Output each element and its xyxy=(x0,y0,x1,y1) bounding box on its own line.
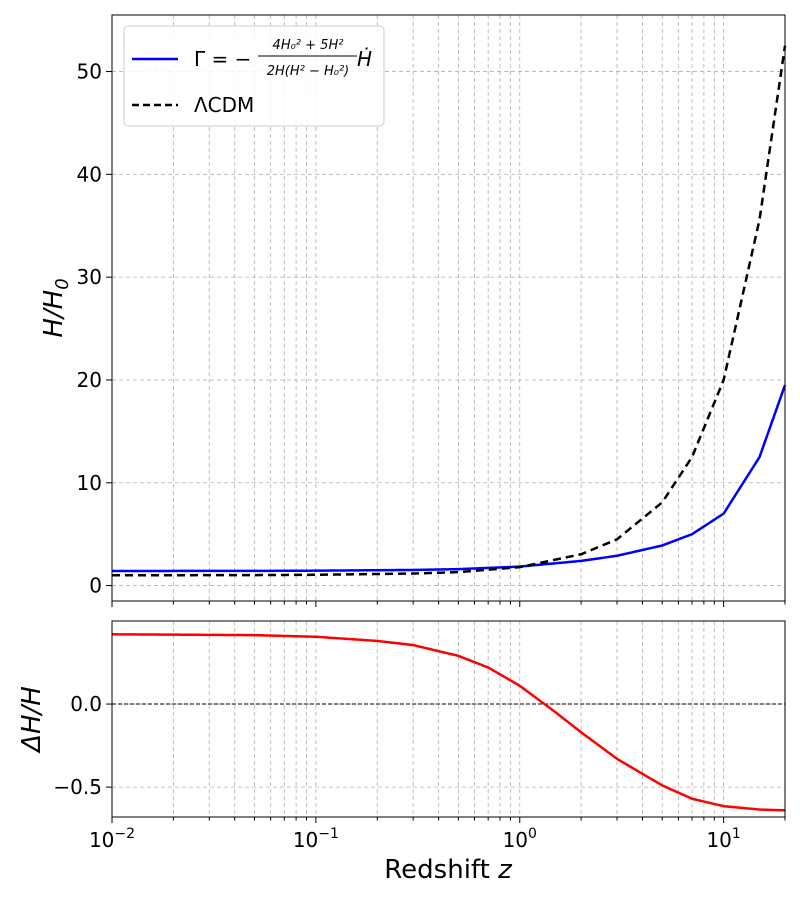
bottom-y-tick-label: −0.5 xyxy=(53,775,102,799)
top-series xyxy=(111,45,787,577)
top-ticks: 0 10 20 30 40 50 xyxy=(77,60,786,607)
x-axis-label: Redshift z xyxy=(384,855,513,885)
top-series-line-1 xyxy=(111,45,787,577)
legend-box xyxy=(123,25,385,127)
bottom-ticks: 0.0 −0.5 10−2 10−1 100 101 xyxy=(53,692,786,852)
top-series-line-0 xyxy=(112,384,787,573)
bottom-y-tick-label: 0.0 xyxy=(70,692,102,716)
legend-gamma-denominator: 2H(H² − H₀²) xyxy=(267,64,350,79)
bottom-x-tick-label: 10−1 xyxy=(293,826,339,852)
legend-gamma-prefix: Γ = − xyxy=(194,47,251,71)
top-y-tick-label: 10 xyxy=(77,471,102,495)
bottom-x-tick-label: 10−2 xyxy=(89,826,135,852)
top-y-tick-label: 0 xyxy=(89,574,102,598)
legend-lcdm-label: ΛCDM xyxy=(194,93,254,117)
bottom-series-line-0 xyxy=(111,633,786,812)
bottom-series xyxy=(111,633,786,812)
bottom-y-axis-label: ΔH/H xyxy=(17,686,47,754)
bottom-x-tick-label: 100 xyxy=(503,826,537,852)
top-y-tick-label: 20 xyxy=(77,368,102,392)
legend-gamma-suffix: Ḣ xyxy=(357,47,372,71)
top-y-tick-label: 40 xyxy=(77,162,102,186)
top-panel: 0 10 20 30 40 50 H/H0 Γ = − 4H₀² + 5H² 2H(H² … xyxy=(39,14,787,607)
top-y-tick-label: 30 xyxy=(77,265,102,289)
bottom-grid xyxy=(112,621,785,817)
bottom-axes-frame xyxy=(111,620,786,818)
top-axes-frame xyxy=(111,14,786,602)
bottom-x-tick-label: 101 xyxy=(706,826,740,852)
legend: Γ = − 4H₀² + 5H² 2H(H² − H₀²) Ḣ ΛCDM xyxy=(123,25,385,127)
top-y-axis-label: H/H0 xyxy=(39,278,73,337)
bottom-panel: 0.0 −0.5 10−2 10−1 100 101 ΔH/H Redshift z xyxy=(17,620,786,885)
top-y-tick-label: 50 xyxy=(77,60,102,84)
legend-gamma-numerator: 4H₀² + 5H² xyxy=(273,38,344,53)
